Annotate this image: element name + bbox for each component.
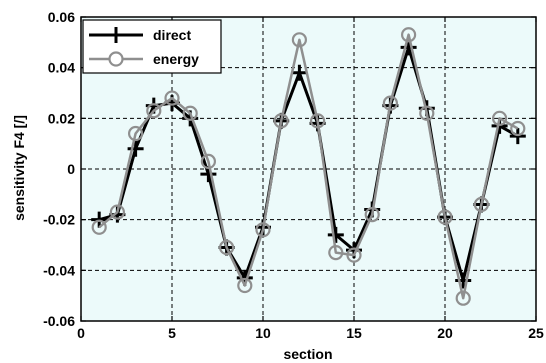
legend: direct energy xyxy=(82,19,222,74)
x-tick-label: 10 xyxy=(255,325,271,341)
data-point-energy xyxy=(455,290,471,306)
data-point-energy xyxy=(310,113,326,129)
y-tick-label: 0.04 xyxy=(48,60,75,76)
legend-entry-direct: direct xyxy=(89,27,191,43)
data-point-energy xyxy=(382,95,398,111)
data-point-energy xyxy=(401,27,417,43)
data-point-energy xyxy=(419,105,435,121)
x-tick-label: 20 xyxy=(437,325,453,341)
data-point-energy xyxy=(237,277,253,294)
data-point-energy xyxy=(146,103,162,119)
y-tick-label: 0 xyxy=(67,161,75,177)
data-point-direct xyxy=(327,226,344,243)
legend-entry-energy: energy xyxy=(89,51,199,67)
data-point-energy xyxy=(200,153,216,169)
data-point-energy xyxy=(91,219,107,235)
data-point-energy xyxy=(492,110,508,126)
series-line-energy xyxy=(98,33,519,300)
data-point-energy xyxy=(109,204,126,220)
data-point-energy xyxy=(346,247,362,263)
legend-box xyxy=(82,19,222,74)
data-point-direct xyxy=(455,272,472,289)
data-point-energy xyxy=(364,207,380,223)
series-energy xyxy=(91,27,526,306)
y-tick-label: 0.06 xyxy=(48,9,75,25)
y-axis-label: sensitivity F4 [/] xyxy=(11,115,27,221)
x-tick-label: 25 xyxy=(528,325,544,341)
data-point-energy xyxy=(473,196,489,213)
x-tick-label: 5 xyxy=(168,325,176,341)
y-tick-label: 0.02 xyxy=(48,110,75,126)
data-point-energy xyxy=(164,90,180,106)
legend-marker-direct xyxy=(108,27,124,43)
data-point-energy xyxy=(510,120,526,137)
data-point-energy xyxy=(219,239,235,256)
data-point-energy xyxy=(182,105,198,121)
data-point-energy xyxy=(128,125,144,142)
y-tick-label: -0.06 xyxy=(43,313,75,329)
legend-marker-energy xyxy=(108,51,124,67)
data-point-direct xyxy=(291,64,308,81)
y-tick-label: -0.04 xyxy=(43,262,75,278)
data-point-energy xyxy=(328,245,344,261)
data-point-direct xyxy=(509,128,526,145)
data-point-energy xyxy=(273,113,289,129)
x-tick-label: 0 xyxy=(77,325,85,341)
data-point-energy xyxy=(437,209,453,225)
legend-label-energy: energy xyxy=(153,51,199,67)
x-axis-label: section xyxy=(283,346,332,362)
data-point-energy xyxy=(291,32,307,48)
legend-label-direct: direct xyxy=(153,27,191,43)
data-point-direct xyxy=(127,140,144,157)
x-tick-label: 15 xyxy=(346,325,362,341)
data-point-energy xyxy=(255,222,271,238)
y-tick-label: -0.02 xyxy=(43,212,75,228)
